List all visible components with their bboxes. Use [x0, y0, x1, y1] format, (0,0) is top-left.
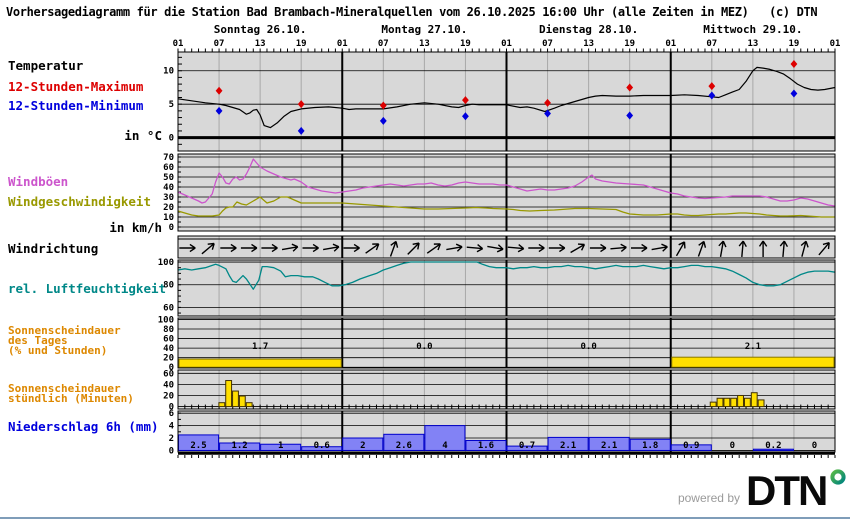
svg-text:19: 19	[460, 39, 471, 49]
svg-text:0: 0	[730, 441, 735, 451]
svg-text:70: 70	[163, 153, 174, 163]
svg-text:6: 6	[169, 409, 174, 419]
svg-text:10: 10	[163, 213, 174, 223]
svg-text:07: 07	[378, 39, 389, 49]
humidity-panel: 100 80 60	[158, 258, 836, 317]
svg-text:2.1: 2.1	[560, 441, 576, 451]
gusts-legend: Windböen	[8, 174, 69, 189]
svg-text:Dienstag 28.10.: Dienstag 28.10.	[539, 23, 638, 36]
svg-text:60: 60	[163, 163, 174, 173]
svg-text:01: 01	[173, 39, 184, 49]
svg-text:0: 0	[812, 441, 817, 451]
svg-text:60: 60	[163, 303, 174, 313]
svg-text:60: 60	[163, 335, 174, 345]
svg-text:5: 5	[169, 100, 174, 110]
humidity-legend: rel. Luftfeuchtigkeit	[8, 281, 167, 296]
svg-text:0.6: 0.6	[314, 441, 330, 451]
time-axis: Sonntag 26.10. Montag 27.10. Dienstag 28.1…	[173, 23, 841, 52]
svg-text:2.1: 2.1	[601, 441, 617, 451]
svg-text:0: 0	[169, 134, 174, 144]
svg-text:01: 01	[830, 39, 841, 49]
svg-text:80: 80	[163, 325, 174, 335]
wind-speed-legend: Windgeschwindigkeit	[8, 194, 151, 209]
svg-text:2: 2	[360, 441, 365, 451]
svg-text:19: 19	[624, 39, 635, 49]
wind-direction-panel	[177, 235, 836, 259]
svg-text:13: 13	[419, 39, 430, 49]
sunshine-daily-label-3: (% und Stunden)	[8, 344, 108, 357]
svg-text:0: 0	[169, 403, 174, 413]
svg-text:Mittwoch 29.10.: Mittwoch 29.10.	[703, 23, 802, 36]
svg-text:10: 10	[163, 67, 174, 77]
svg-text:01: 01	[337, 39, 348, 49]
svg-text:19: 19	[789, 39, 800, 49]
svg-text:4: 4	[442, 441, 448, 451]
svg-text:13: 13	[583, 39, 594, 49]
svg-text:60: 60	[163, 369, 174, 379]
svg-text:07: 07	[214, 39, 225, 49]
precipitation-panel: 6 4 2 0 2.5 1.2 1 0.6 2 2.6 4 1.6 0.7 2.1 2.1 1.8 0.9 0 0.…	[169, 409, 836, 458]
svg-text:0.7: 0.7	[519, 441, 535, 451]
svg-text:13: 13	[747, 39, 758, 49]
svg-text:0.0: 0.0	[416, 342, 432, 352]
footer-divider	[0, 517, 850, 519]
wind-direction-label: Windrichtung	[8, 241, 99, 256]
svg-text:2.5: 2.5	[190, 441, 206, 451]
svg-text:2.6: 2.6	[396, 441, 412, 451]
svg-text:0.2: 0.2	[765, 441, 781, 451]
svg-text:100: 100	[158, 258, 174, 268]
svg-text:30: 30	[163, 193, 174, 203]
svg-text:13: 13	[255, 39, 266, 49]
wind-unit-label: in km/h	[109, 220, 162, 235]
svg-text:0: 0	[169, 223, 174, 233]
dtn-logo-text: DTN	[746, 467, 828, 514]
svg-text:0.9: 0.9	[683, 441, 699, 451]
svg-text:20: 20	[163, 354, 174, 364]
svg-text:40: 40	[163, 183, 174, 193]
svg-text:80: 80	[163, 281, 174, 291]
svg-text:0.0: 0.0	[580, 342, 596, 352]
svg-text:1.2: 1.2	[231, 441, 247, 451]
svg-text:1.8: 1.8	[642, 441, 658, 451]
svg-text:01: 01	[501, 39, 512, 49]
temp-min-legend: 12-Stunden-Minimum	[8, 98, 144, 113]
sunshine-hourly-label-1: Sonnenscheindauer	[8, 382, 121, 395]
temperature-label: Temperatur	[8, 58, 84, 73]
svg-text:40: 40	[163, 380, 174, 390]
svg-text:20: 20	[163, 391, 174, 401]
svg-text:2.1: 2.1	[745, 342, 761, 352]
svg-text:4: 4	[169, 422, 175, 432]
svg-text:01: 01	[665, 39, 676, 49]
sunshine-hourly-label-2: stündlich (Minuten)	[8, 392, 134, 405]
svg-text:19: 19	[296, 39, 307, 49]
svg-text:2: 2	[169, 434, 174, 444]
svg-text:1.6: 1.6	[478, 441, 494, 451]
temp-max-legend: 12-Stunden-Maximum	[8, 79, 144, 94]
svg-text:07: 07	[542, 39, 553, 49]
svg-text:1.7: 1.7	[252, 342, 268, 352]
svg-text:07: 07	[706, 39, 717, 49]
temperature-panel: 10 5 0	[163, 51, 836, 152]
svg-text:Sonntag 26.10.: Sonntag 26.10.	[214, 23, 307, 36]
svg-text:20: 20	[163, 203, 174, 213]
svg-text:Montag 27.10.: Montag 27.10.	[381, 23, 467, 36]
sunshine-daily-label-2: des Tages	[8, 334, 68, 347]
precipitation-label: Niederschlag 6h (mm)	[8, 419, 159, 434]
svg-text:100: 100	[158, 315, 174, 325]
svg-text:1: 1	[278, 441, 283, 451]
dtn-logo-ring-icon	[830, 469, 846, 485]
sunshine-daily-label-1: Sonnenscheindauer	[8, 324, 121, 337]
page-title: Vorhersagediagramm für die Station Bad B…	[6, 5, 818, 19]
svg-text:50: 50	[163, 173, 174, 183]
svg-text:0: 0	[169, 446, 174, 456]
svg-text:0: 0	[169, 363, 174, 373]
svg-text:40: 40	[163, 344, 174, 354]
powered-by-text: powered by	[677, 491, 740, 505]
temp-unit-label: in °C	[124, 128, 162, 143]
